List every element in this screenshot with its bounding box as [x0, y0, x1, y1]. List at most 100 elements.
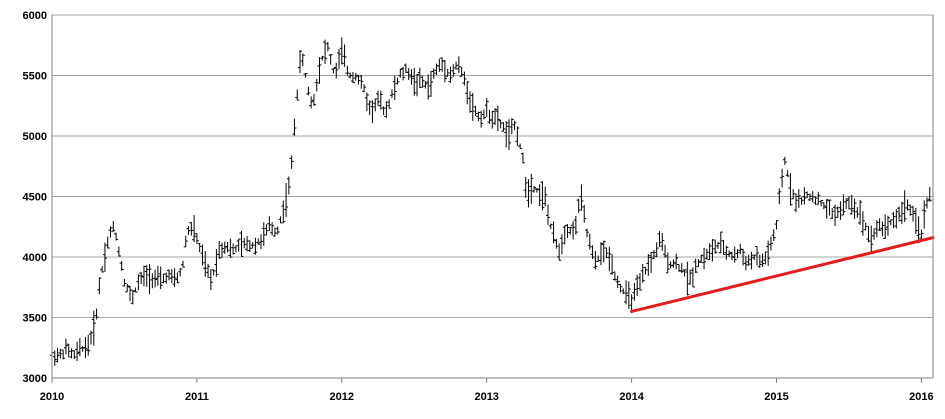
price-bar [529, 173, 534, 204]
price-bar [55, 348, 60, 363]
price-bar [462, 71, 467, 86]
price-bar [526, 179, 531, 208]
price-bar [214, 249, 219, 277]
price-bar [420, 75, 425, 88]
price-bar [97, 277, 102, 295]
price-bar [356, 74, 361, 85]
price-bars [50, 37, 932, 366]
price-bar [428, 70, 433, 97]
price-bar [169, 269, 174, 283]
price-bar [794, 193, 799, 213]
price-bar [125, 284, 130, 293]
price-bar [791, 189, 796, 200]
price-bar [587, 233, 592, 250]
price-bar [298, 50, 303, 74]
x-tick-label: 2012 [330, 391, 354, 403]
price-bar [543, 186, 548, 207]
trendline-group [630, 236, 935, 313]
y-tick-label: 3500 [23, 313, 47, 325]
price-bar [905, 199, 910, 211]
price-bar [194, 233, 199, 244]
price-bar [311, 93, 316, 106]
price-bar [473, 105, 478, 116]
price-bar [102, 242, 107, 272]
price-bar [476, 111, 481, 122]
price-bar [272, 227, 277, 237]
price-bar [300, 53, 305, 67]
price-bar [598, 242, 603, 266]
price-bar [362, 84, 367, 93]
price-bar [668, 261, 673, 269]
price-bar [320, 55, 325, 61]
price-bar [805, 191, 810, 199]
price-bar [509, 118, 514, 135]
price-bar [203, 251, 208, 277]
price-bar [197, 242, 202, 253]
x-tick-label: 2014 [619, 391, 644, 403]
price-bar [649, 251, 654, 273]
price-bar [916, 216, 921, 244]
price-bar [551, 221, 556, 244]
price-bar [576, 198, 581, 213]
price-bar [888, 219, 893, 226]
price-bar [721, 239, 726, 256]
price-bar [309, 96, 314, 109]
price-bar [314, 79, 319, 92]
x-tick-label: 2011 [185, 391, 209, 403]
price-bar [540, 181, 545, 211]
price-bar [872, 228, 877, 240]
price-bar [755, 246, 760, 266]
price-bar [710, 239, 715, 262]
price-bar [345, 65, 350, 76]
price-bar [846, 196, 851, 210]
price-bar [858, 199, 863, 225]
price-bar [835, 206, 840, 219]
price-bar [707, 243, 712, 260]
price-bar [52, 350, 57, 366]
price-bar [192, 215, 197, 243]
price-bar [646, 254, 651, 276]
price-bar [819, 199, 824, 207]
price-bar [141, 265, 146, 287]
price-bar [897, 206, 902, 222]
price-bar [844, 198, 849, 210]
price-bar [426, 74, 431, 100]
price-bar [417, 67, 422, 88]
price-bar [515, 126, 520, 146]
price-bar [178, 268, 183, 277]
price-bar [180, 260, 185, 268]
price-bar [337, 49, 342, 70]
price-bar [593, 250, 598, 270]
price-bar [175, 272, 180, 284]
price-bar [381, 106, 386, 116]
price-bar [222, 241, 227, 254]
price-bar [239, 230, 244, 257]
price-bar [604, 247, 609, 259]
price-bar [219, 242, 224, 258]
price-bar [774, 220, 779, 230]
axes [51, 15, 934, 383]
price-bar [306, 86, 311, 96]
price-bar [615, 275, 620, 289]
price-bar [325, 41, 330, 52]
price-bar [317, 57, 322, 84]
price-bar [665, 252, 670, 274]
price-bar [66, 343, 71, 358]
y-tick-label: 5500 [23, 71, 47, 83]
price-bar [621, 288, 626, 295]
price-bar [373, 98, 378, 112]
price-bar [724, 245, 729, 260]
price-bar [927, 186, 932, 202]
price-bar [58, 348, 63, 359]
price-bar [91, 310, 96, 346]
price-bar [618, 283, 623, 293]
price-bar [557, 243, 562, 261]
price-bar [768, 236, 773, 251]
price-bar [874, 220, 879, 238]
price-bar [863, 222, 868, 231]
price-bar [86, 334, 91, 356]
price-bar [275, 226, 280, 235]
price-bar [780, 168, 785, 188]
